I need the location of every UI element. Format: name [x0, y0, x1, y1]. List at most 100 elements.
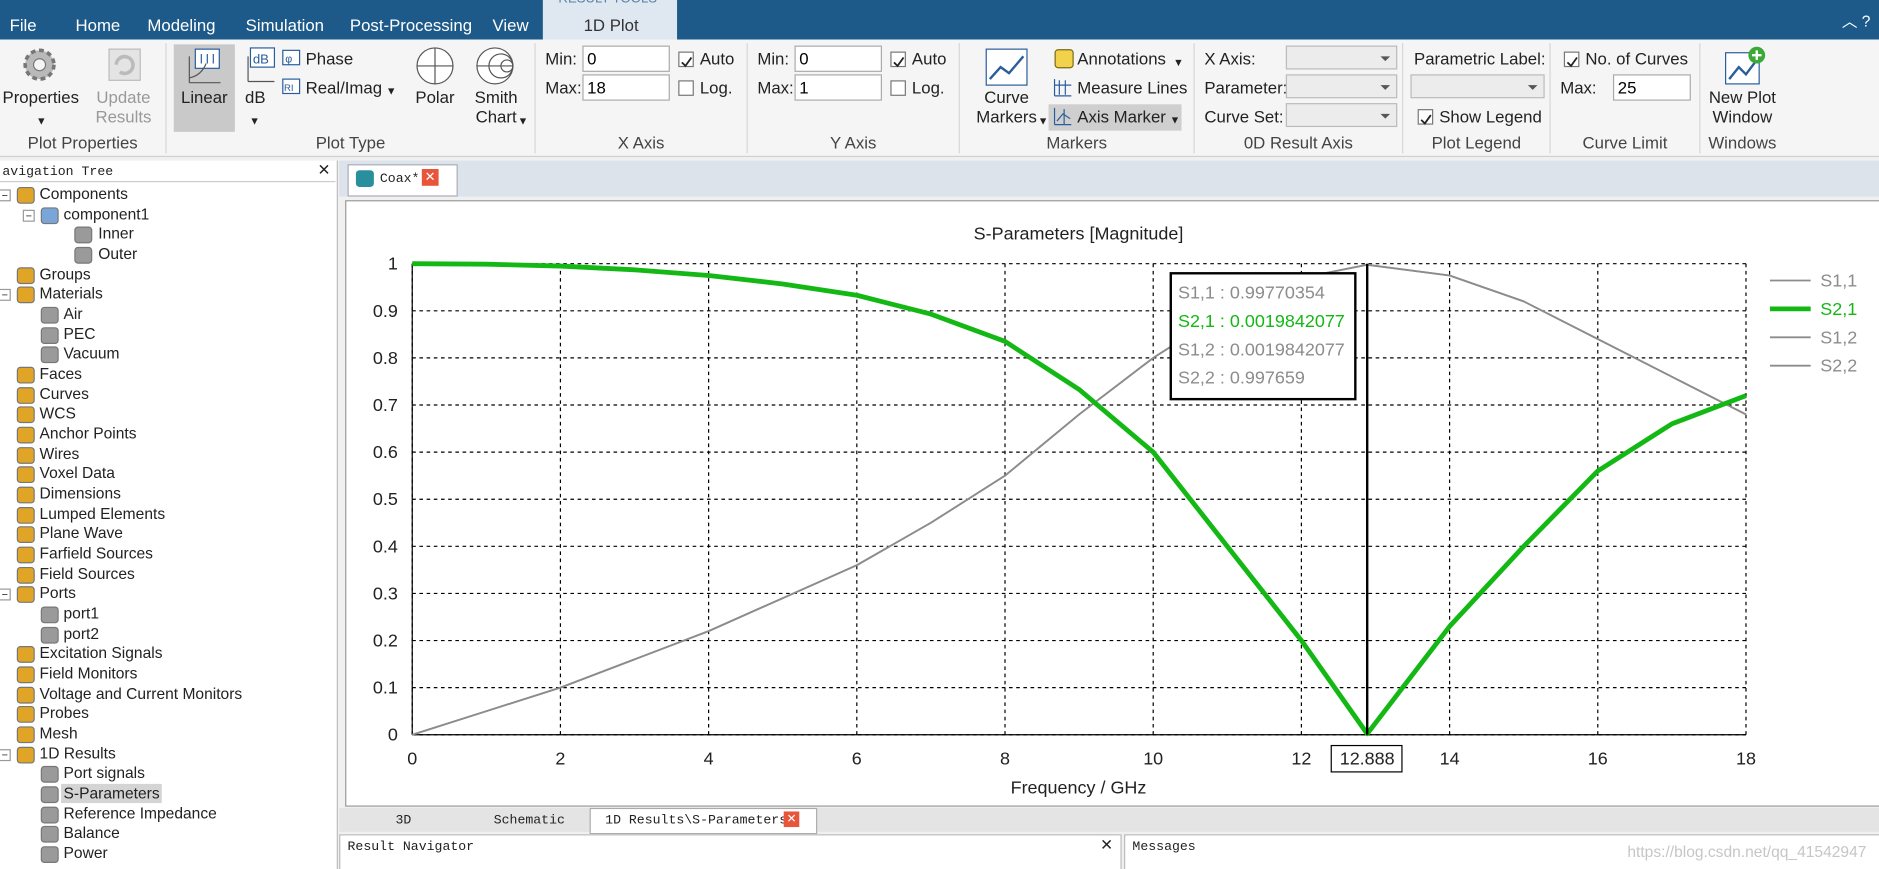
annotations-button[interactable]: Annotations: [1077, 49, 1166, 69]
tab-label[interactable]: Post-Processing: [349, 15, 473, 35]
checkbox[interactable]: [678, 51, 694, 68]
tree-item[interactable]: Field Sources: [39, 564, 135, 583]
close-button[interactable]: ✕: [1100, 835, 1114, 854]
curve-markers-button[interactable]: Curve Markers: [976, 87, 1037, 126]
tab-label[interactable]: Modeling: [147, 15, 216, 35]
tree-item[interactable]: port1: [63, 604, 100, 623]
tab-close[interactable]: ✕: [783, 811, 800, 828]
separator: [534, 43, 536, 154]
tree-item[interactable]: component1: [63, 204, 150, 223]
view-tab[interactable]: Schematic: [493, 813, 565, 829]
tree-item[interactable]: Components: [39, 184, 128, 203]
tree-item[interactable]: S-Parameters: [61, 784, 163, 804]
tree-item[interactable]: Dimensions: [39, 484, 121, 503]
checkbox[interactable]: [1417, 109, 1434, 125]
label: Auto: [911, 49, 947, 69]
tree-icon: [16, 586, 35, 604]
expander[interactable]: −: [0, 588, 11, 601]
combo[interactable]: [1285, 45, 1398, 70]
checkbox[interactable]: [890, 80, 906, 96]
tree-item[interactable]: Wires: [39, 444, 80, 463]
checkbox[interactable]: [678, 80, 694, 96]
tree-item[interactable]: Probes: [39, 704, 89, 723]
input[interactable]: 1: [794, 74, 882, 101]
tab-close[interactable]: ✕: [421, 169, 439, 186]
linear-button[interactable]: Linear: [180, 87, 228, 107]
panel-title: Result Navigator: [347, 840, 475, 855]
y-tick-label: 0.4: [373, 536, 398, 556]
x-tick-label: 4: [704, 749, 714, 769]
tree-item[interactable]: port2: [63, 624, 100, 643]
tree-item[interactable]: Farfield Sources: [39, 544, 153, 563]
view-tab[interactable]: 3D: [395, 813, 412, 829]
tree-item[interactable]: Outer: [98, 244, 138, 263]
tab-label[interactable]: 1D Plot: [583, 15, 639, 35]
tab-label[interactable]: View: [492, 15, 529, 35]
tree-item[interactable]: Balance: [63, 823, 120, 842]
tree-item[interactable]: Air: [63, 304, 83, 323]
checkbox[interactable]: [1563, 51, 1580, 68]
y-tick-label: 0.3: [373, 583, 398, 603]
input[interactable]: 18: [582, 74, 670, 101]
view-tab[interactable]: 1D Results\S-Parameters: [605, 813, 788, 829]
tree-item[interactable]: Voxel Data: [39, 464, 115, 483]
view-tab-active[interactable]: [589, 807, 818, 835]
combo[interactable]: [1410, 74, 1545, 99]
input[interactable]: 0: [582, 45, 670, 72]
tree-item[interactable]: Plane Wave: [39, 524, 123, 543]
expander[interactable]: −: [0, 748, 11, 761]
dropdown-arrow: ▼: [385, 85, 397, 98]
tree-icon: [16, 486, 35, 504]
combo[interactable]: [1285, 74, 1398, 99]
input[interactable]: 25: [1612, 74, 1691, 101]
window-controls[interactable]: ︿ ?: [1841, 11, 1871, 30]
properties-button[interactable]: Properties: [2, 87, 79, 107]
input[interactable]: 0: [794, 45, 882, 72]
tree-item[interactable]: Reference Impedance: [63, 803, 217, 822]
phase-button[interactable]: Phase: [305, 49, 354, 69]
new-plot-button[interactable]: New Plot Window: [1708, 87, 1776, 126]
y-tick-label: 0.6: [373, 442, 398, 462]
tree-item[interactable]: WCS: [39, 404, 76, 423]
tree-item[interactable]: Mesh: [39, 724, 78, 743]
tree-item[interactable]: Curves: [39, 384, 89, 403]
close-button[interactable]: ✕: [317, 160, 331, 179]
checkbox[interactable]: [890, 51, 906, 68]
expander[interactable]: −: [0, 189, 11, 202]
tab-label[interactable]: Home: [75, 15, 121, 35]
tree-item[interactable]: Inner: [98, 224, 134, 243]
polar-button[interactable]: Polar: [415, 87, 455, 107]
tree-icon: [16, 686, 35, 704]
update-button[interactable]: Update Results: [95, 87, 152, 126]
check: [1420, 114, 1432, 125]
separator: [1699, 43, 1701, 154]
db-button[interactable]: dB: [244, 87, 266, 107]
tree-item[interactable]: Faces: [39, 364, 82, 383]
active-tab[interactable]: [542, 0, 678, 40]
measure-button[interactable]: Measure Lines: [1077, 77, 1188, 98]
tree-item[interactable]: Lumped Elements: [39, 504, 166, 523]
tree-item[interactable]: PEC: [63, 324, 96, 343]
tree-item[interactable]: Excitation Signals: [39, 644, 163, 663]
tree-item[interactable]: Power: [63, 843, 108, 862]
tab-label[interactable]: Simulation: [245, 15, 325, 35]
tree-item[interactable]: Port signals: [63, 764, 145, 783]
tree-item[interactable]: Materials: [39, 284, 103, 303]
expander[interactable]: −: [22, 209, 35, 222]
legend-label: S2,2: [1820, 356, 1857, 376]
tree-item[interactable]: Anchor Points: [39, 424, 137, 443]
tree-item[interactable]: 1D Results: [39, 744, 116, 763]
realimag-button[interactable]: Real/Imag: [305, 77, 383, 98]
tree-item[interactable]: Ports: [39, 584, 76, 603]
axis-marker-button[interactable]: Axis Marker: [1077, 106, 1166, 126]
combo[interactable]: [1285, 103, 1398, 128]
tree-item[interactable]: Groups: [39, 264, 91, 283]
group-label: Plot Type: [315, 133, 386, 153]
tree-item[interactable]: Vacuum: [63, 344, 120, 363]
tab-label[interactable]: File: [9, 15, 37, 35]
tab-label[interactable]: Coax*: [379, 172, 420, 187]
tree-item[interactable]: Voltage and Current Monitors: [39, 684, 243, 703]
smith-button[interactable]: Smith Chart: [474, 87, 518, 126]
expander[interactable]: −: [0, 289, 11, 302]
tree-item[interactable]: Field Monitors: [39, 664, 138, 683]
